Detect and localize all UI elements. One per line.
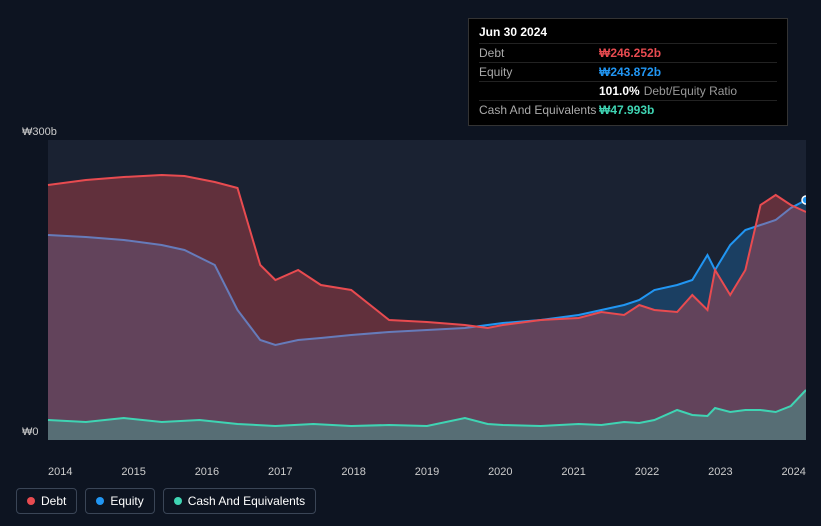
tooltip-row-value: ₩243.872b bbox=[599, 65, 661, 79]
x-tick-label: 2017 bbox=[268, 466, 292, 478]
x-tick-label: 2018 bbox=[341, 466, 365, 478]
tooltip-row: Debt₩246.252b bbox=[479, 44, 777, 63]
tooltip-row-label: Equity bbox=[479, 65, 599, 79]
x-tick-label: 2022 bbox=[635, 466, 659, 478]
tooltip-row-label bbox=[479, 84, 599, 98]
hover-marker bbox=[802, 196, 806, 204]
x-tick-label: 2020 bbox=[488, 466, 512, 478]
tooltip-row: Equity₩243.872b bbox=[479, 63, 777, 82]
hover-tooltip: Jun 30 2024 Debt₩246.252bEquity₩243.872b… bbox=[468, 18, 788, 126]
tooltip-row: Cash And Equivalents₩47.993b bbox=[479, 101, 777, 119]
tooltip-row: 101.0%Debt/Equity Ratio bbox=[479, 82, 777, 101]
tooltip-row-value: ₩246.252b bbox=[599, 46, 661, 60]
legend-item-cash-and-equivalents[interactable]: Cash And Equivalents bbox=[163, 488, 316, 514]
x-tick-label: 2021 bbox=[561, 466, 585, 478]
chart-legend: Debt Equity Cash And Equivalents bbox=[16, 488, 316, 514]
x-tick-label: 2015 bbox=[121, 466, 145, 478]
x-tick-label: 2016 bbox=[195, 466, 219, 478]
chart-area: 2014201520162017201820192020202120222023… bbox=[16, 140, 806, 460]
tooltip-row-value: ₩47.993b bbox=[599, 103, 654, 117]
tooltip-row-label: Cash And Equivalents bbox=[479, 103, 599, 117]
y-axis-max-label: ₩300b bbox=[22, 126, 57, 138]
legend-item-equity[interactable]: Equity bbox=[85, 488, 154, 514]
x-tick-label: 2014 bbox=[48, 466, 72, 478]
legend-label: Debt bbox=[41, 494, 66, 508]
tooltip-row-value: 101.0%Debt/Equity Ratio bbox=[599, 84, 737, 98]
x-axis-labels: 2014 2015 2016 2017 2018 2019 2020 2021 2022 2023… bbox=[48, 466, 806, 478]
legend-dot bbox=[174, 497, 182, 505]
legend-item-debt[interactable]: Debt bbox=[16, 488, 77, 514]
x-tick-label: 2024 bbox=[781, 466, 805, 478]
x-tick-label: 2023 bbox=[708, 466, 732, 478]
legend-dot bbox=[96, 497, 104, 505]
area-chart-svg[interactable] bbox=[16, 140, 806, 440]
legend-label: Cash And Equivalents bbox=[188, 494, 305, 508]
tooltip-row-label: Debt bbox=[479, 46, 599, 60]
x-tick-label: 2019 bbox=[415, 466, 439, 478]
tooltip-date: Jun 30 2024 bbox=[479, 25, 777, 44]
legend-dot bbox=[27, 497, 35, 505]
legend-label: Equity bbox=[110, 494, 143, 508]
